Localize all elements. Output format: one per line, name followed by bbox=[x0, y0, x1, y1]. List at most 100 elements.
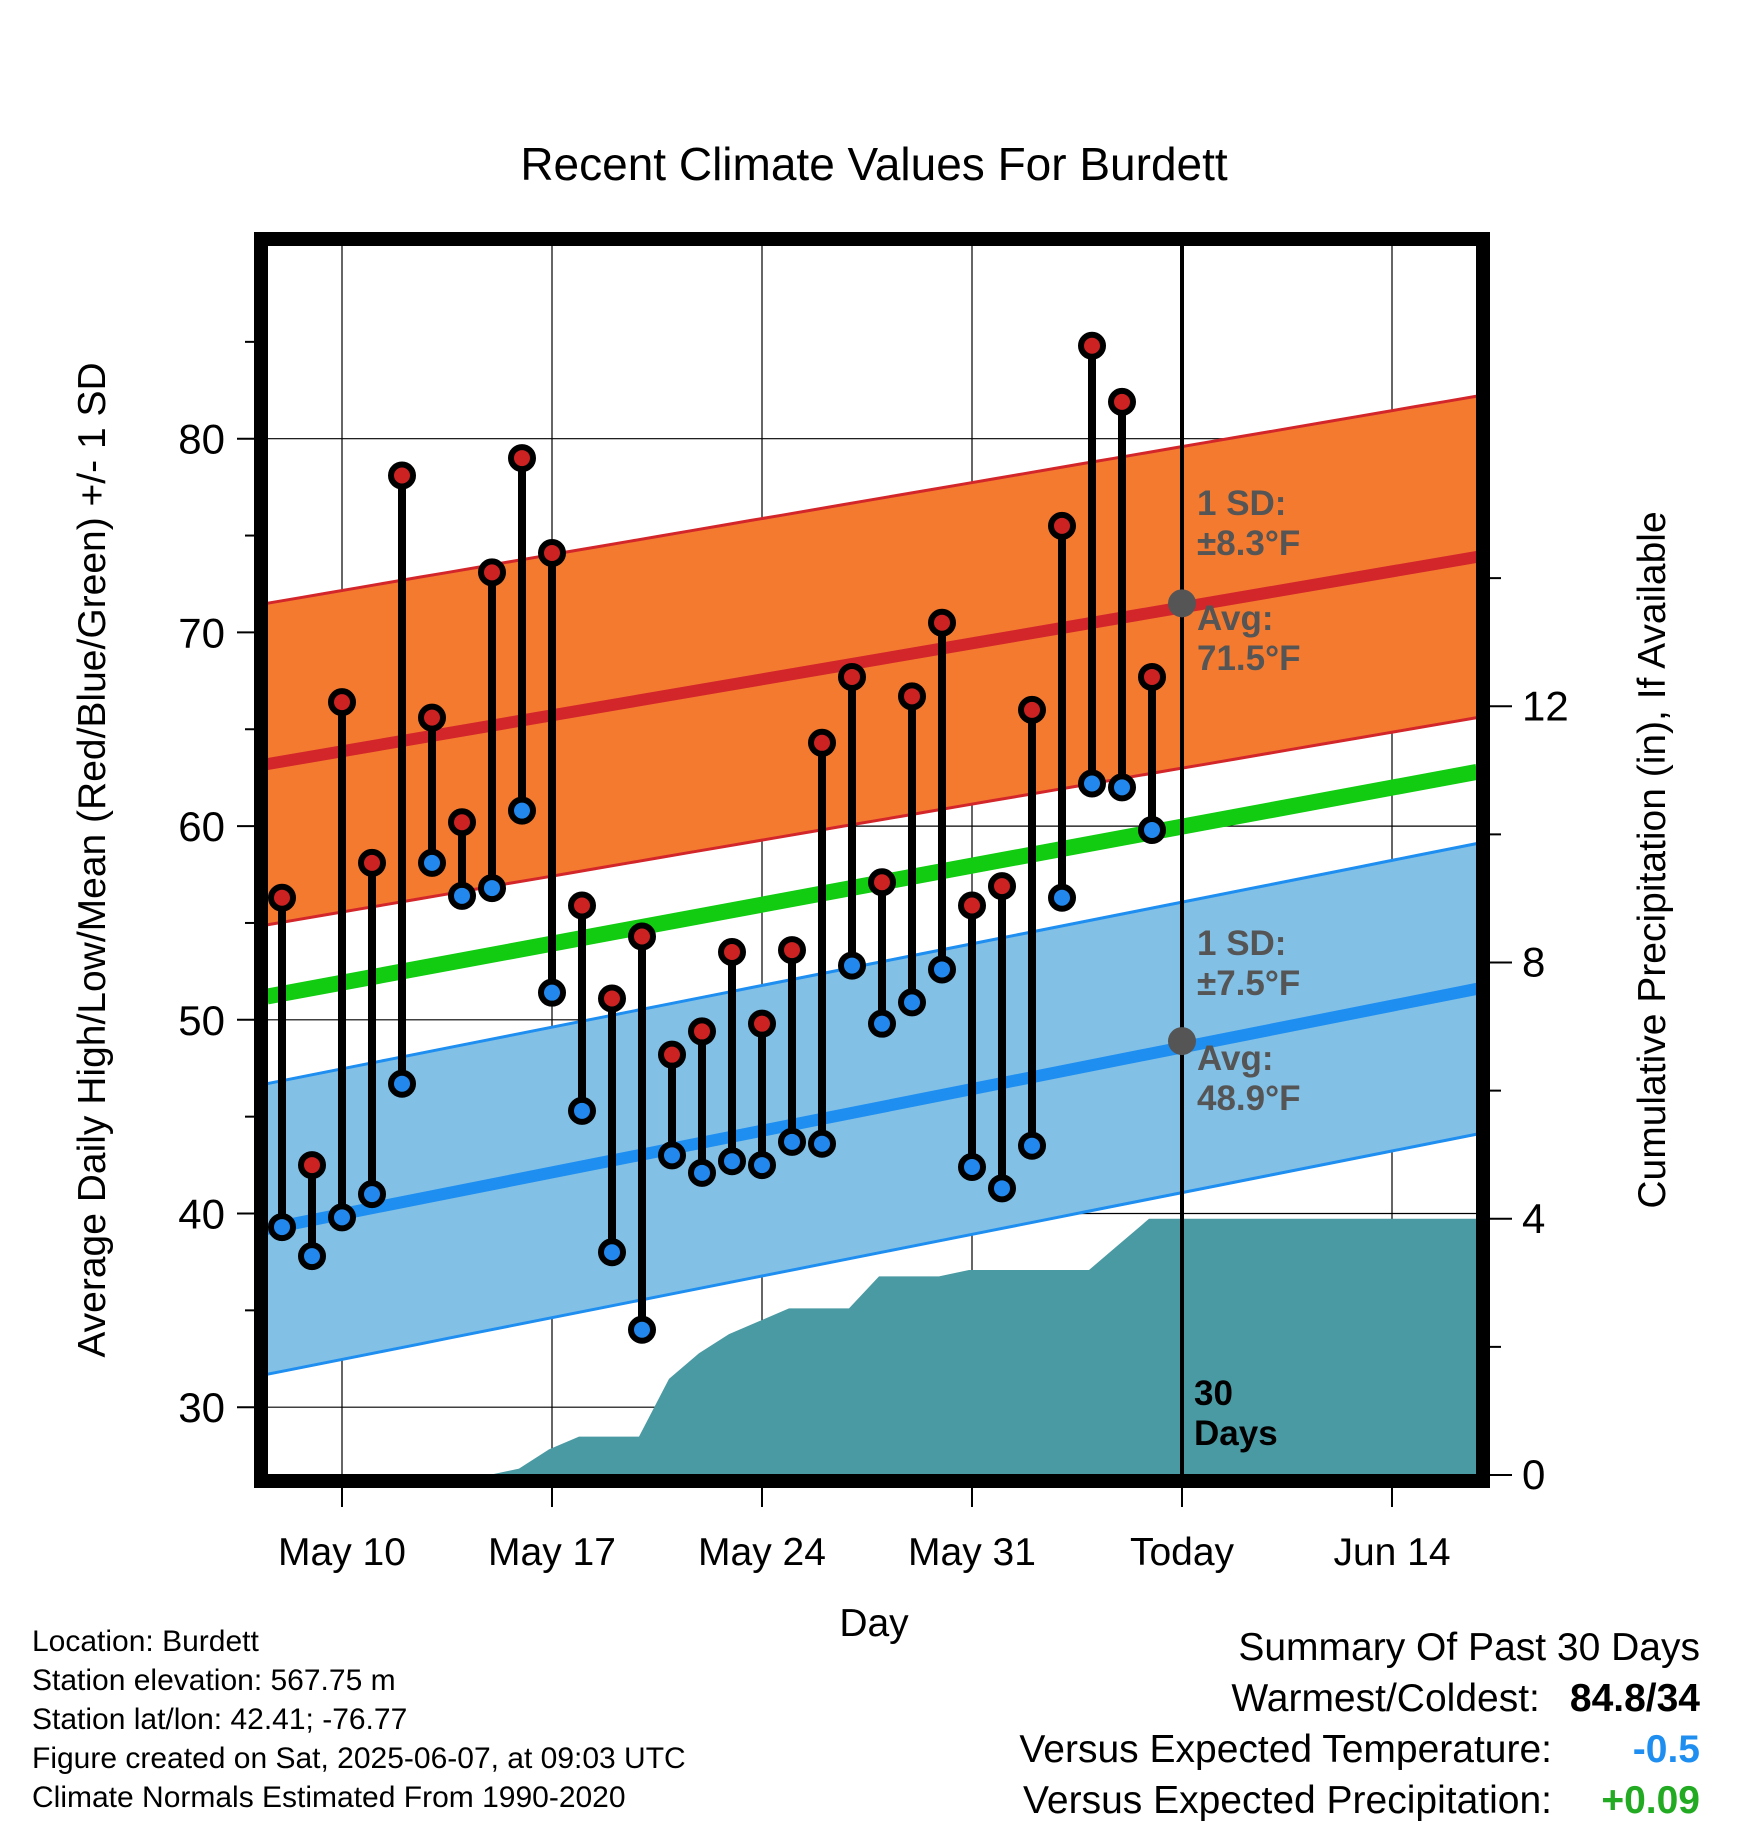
daily-high-point bbox=[1048, 511, 1076, 540]
daily-low-point bbox=[1138, 815, 1166, 844]
daily-low-point bbox=[628, 1315, 656, 1344]
daily-high-point bbox=[898, 682, 926, 711]
precip-value: +0.09 bbox=[1601, 1779, 1700, 1822]
latlon-text: Station lat/lon: 42.41; -76.77 bbox=[32, 1703, 408, 1736]
y-tick-label: 80 bbox=[178, 416, 225, 463]
low-avg-annotation-1: 48.9°F bbox=[1197, 1079, 1301, 1118]
x-tick-label: Today bbox=[1130, 1531, 1235, 1574]
warmest-value: 84.8/34 bbox=[1569, 1677, 1700, 1720]
daily-high-point bbox=[688, 1017, 716, 1046]
temp-value: -0.5 bbox=[1632, 1728, 1700, 1771]
precip-area bbox=[267, 1218, 1477, 1475]
x-tick-label: Jun 14 bbox=[1333, 1531, 1450, 1574]
daily-high-point bbox=[988, 872, 1016, 901]
daily-low-point bbox=[778, 1127, 806, 1156]
summary-temp-row: Versus Expected Temperature: -0.5 bbox=[1019, 1724, 1700, 1775]
daily-low-point bbox=[328, 1203, 356, 1232]
station-info: Location: Burdett Station elevation: 567… bbox=[32, 1622, 686, 1817]
daily-low-point bbox=[808, 1129, 836, 1158]
daily-low-point bbox=[838, 951, 866, 980]
summary-precip-row: Versus Expected Precipitation: +0.09 bbox=[1019, 1775, 1700, 1826]
daily-low-point bbox=[298, 1242, 326, 1271]
location-text: Location: Burdett bbox=[32, 1625, 259, 1658]
daily-low-point bbox=[1078, 769, 1106, 798]
x-axis-label: Day bbox=[839, 1602, 909, 1645]
daily-high-point bbox=[508, 444, 536, 473]
daily-low-point bbox=[748, 1151, 776, 1180]
daily-high-point bbox=[838, 662, 866, 691]
daily-low-point bbox=[1018, 1131, 1046, 1160]
daily-high-point bbox=[748, 1009, 776, 1038]
low-sd-annotation-0: 1 SD: bbox=[1197, 924, 1286, 963]
daily-high-point bbox=[358, 848, 386, 877]
normals-text: Climate Normals Estimated From 1990-2020 bbox=[32, 1781, 626, 1814]
low-sd-lower bbox=[266, 1132, 1478, 1376]
daily-low-point bbox=[898, 988, 926, 1017]
high-avg-annotation-0: Avg: bbox=[1197, 599, 1273, 638]
daily-high-point bbox=[1078, 331, 1106, 360]
high-sd-annotation-1: ±8.3°F bbox=[1197, 524, 1300, 563]
y-tick-label: 60 bbox=[178, 803, 225, 850]
y2-tick-label: 0 bbox=[1522, 1451, 1545, 1498]
daily-high-point bbox=[568, 891, 596, 920]
daily-high-point bbox=[1018, 695, 1046, 724]
precip-label: Versus Expected Precipitation: bbox=[1023, 1779, 1552, 1822]
daily-high-point bbox=[1108, 387, 1136, 416]
x-tick-label: May 10 bbox=[278, 1531, 406, 1574]
daily-high-point bbox=[958, 891, 986, 920]
y-tick-label: 70 bbox=[178, 609, 225, 656]
daily-low-point bbox=[928, 955, 956, 984]
daily-low-point bbox=[478, 874, 506, 903]
daily-high-point bbox=[388, 461, 416, 490]
daily-low-point bbox=[508, 796, 536, 825]
daily-low-point bbox=[268, 1213, 296, 1242]
y-tick-label: 50 bbox=[178, 997, 225, 1044]
high-sd-annotation-0: 1 SD: bbox=[1197, 484, 1286, 523]
high-sd-upper bbox=[266, 394, 1478, 605]
x-tick-label: May 31 bbox=[908, 1531, 1036, 1574]
warmest-label: Warmest/Coldest: bbox=[1231, 1677, 1540, 1720]
daily-low-point bbox=[538, 978, 566, 1007]
low-sd-annotation-1: ±7.5°F bbox=[1197, 964, 1300, 1003]
y2-tick-label: 12 bbox=[1522, 682, 1569, 729]
normal-low-line bbox=[265, 982, 1479, 1235]
y2-axis-label: Cumulative Precipitation (in), If Availa… bbox=[1631, 511, 1674, 1208]
daily-low-point bbox=[598, 1238, 626, 1267]
x-tick-label: May 24 bbox=[698, 1531, 826, 1574]
normal-high-line bbox=[265, 550, 1479, 771]
today-high-avg-dot bbox=[1168, 589, 1196, 618]
y-tick-label: 40 bbox=[178, 1191, 225, 1238]
daily-high-point bbox=[658, 1040, 686, 1069]
days-annotation-0: 30 bbox=[1194, 1374, 1233, 1413]
daily-low-point bbox=[658, 1141, 686, 1170]
y-tick-label: 30 bbox=[178, 1384, 225, 1431]
daily-high-point bbox=[268, 883, 296, 912]
today-low-avg-dot bbox=[1168, 1027, 1196, 1056]
elevation-text: Station elevation: 567.75 m bbox=[32, 1664, 396, 1697]
daily-high-point bbox=[598, 984, 626, 1013]
y2-tick-label: 8 bbox=[1522, 939, 1545, 986]
summary-heading: Summary Of Past 30 Days bbox=[1238, 1626, 1700, 1669]
temp-label: Versus Expected Temperature: bbox=[1019, 1728, 1552, 1771]
daily-low-point bbox=[988, 1174, 1016, 1203]
daily-high-point bbox=[778, 936, 806, 965]
daily-high-point bbox=[718, 938, 746, 967]
daily-low-point bbox=[358, 1180, 386, 1209]
daily-low-point bbox=[718, 1147, 746, 1176]
daily-high-point bbox=[328, 688, 356, 717]
chart-title: Recent Climate Values For Burdett bbox=[520, 138, 1228, 190]
daily-high-point bbox=[298, 1151, 326, 1180]
daily-high-point bbox=[868, 868, 896, 897]
daily-low-point bbox=[448, 881, 476, 910]
daily-low-point bbox=[1108, 773, 1136, 802]
low-avg-annotation-0: Avg: bbox=[1197, 1039, 1273, 1078]
daily-low-point bbox=[868, 1009, 896, 1038]
summary-panel: Summary Of Past 30 Days Warmest/Coldest:… bbox=[1019, 1622, 1700, 1826]
high-avg-annotation-1: 71.5°F bbox=[1197, 639, 1301, 678]
summary-warmest-row: Warmest/Coldest: 84.8/34 bbox=[1019, 1673, 1700, 1724]
y-axis-label: Average Daily High/Low/Mean (Red/Blue/Gr… bbox=[71, 362, 114, 1357]
days-annotation-1: Days bbox=[1194, 1414, 1278, 1453]
daily-high-point bbox=[448, 808, 476, 837]
daily-high-point bbox=[418, 703, 446, 732]
